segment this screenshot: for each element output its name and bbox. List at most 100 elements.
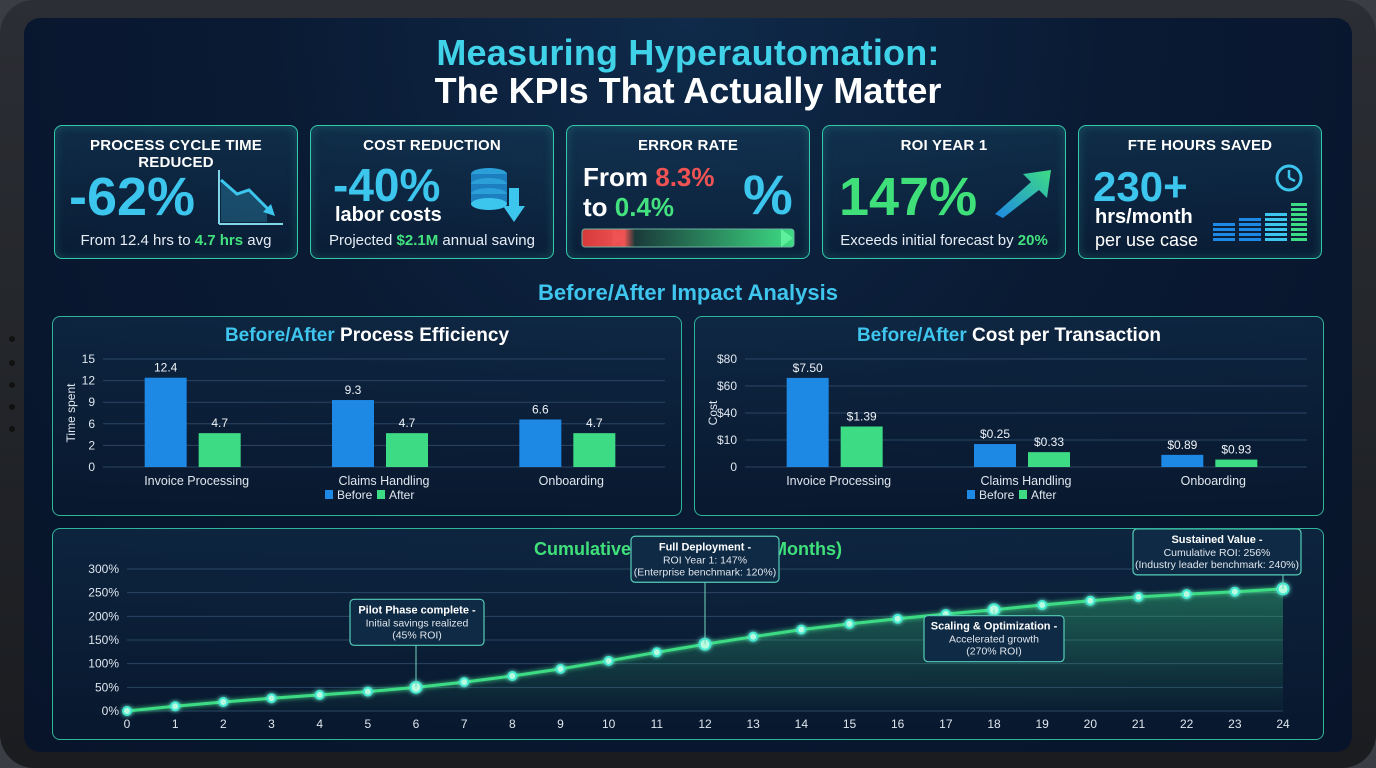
roi-data-point xyxy=(1133,591,1144,602)
chart-title: Before/After Process Efficiency xyxy=(224,325,510,346)
efficiency-bar-after xyxy=(386,433,428,467)
annotation-line: (Industry leader benchmark: 240%) xyxy=(1135,559,1299,571)
kpi-value: -62% xyxy=(69,167,196,227)
roi-xtick-label: 5 xyxy=(364,717,371,731)
annotation-title: Pilot Phase complete - xyxy=(358,604,476,616)
kpi-sub1: hrs/month xyxy=(1095,206,1193,228)
roi-xtick-label: 18 xyxy=(987,717,1001,731)
kpi-title: COST REDUCTION xyxy=(363,137,501,154)
page-subtitle: The KPIs That Actually Matter xyxy=(434,70,942,111)
cost-per-transaction-panel: Before/After Cost per Transaction 0 $10 $4… xyxy=(694,316,1324,516)
roi-xtick-label: 21 xyxy=(1132,717,1146,731)
roi-growth-panel: Cumulative ROI Growth (24 Months) 0%50%1… xyxy=(52,528,1324,740)
efficiency-data-label: 12.4 xyxy=(154,361,178,375)
kpi-sub2: per use case xyxy=(1095,230,1199,250)
efficiency-ytick-label: 2 xyxy=(88,438,95,452)
efficiency-data-label: 4.7 xyxy=(399,416,416,430)
coin-stack-down-icon xyxy=(471,168,525,222)
cost-data-label: $7.50 xyxy=(793,361,823,375)
roi-xtick-label: 15 xyxy=(843,717,857,731)
cost-ytick-label: $10 xyxy=(717,433,737,447)
annotation-box xyxy=(630,535,780,583)
annotation-line: ROI Year 1: 147% xyxy=(663,554,747,566)
kpi-card-cycle-time: PROCESS CYCLE TIME REDUCED -62% From 12.… xyxy=(54,125,298,259)
kpi-subvalue: labor costs xyxy=(335,204,442,226)
annotation-title: Scaling & Optimization - xyxy=(931,621,1058,633)
efficiency-ytick-label: 12 xyxy=(82,374,96,388)
cost-bar-before xyxy=(974,444,1016,467)
roi-data-point xyxy=(651,647,662,658)
kpi-card-fte-hours: FTE HOURS SAVED 230+ hrs/month per use c… xyxy=(1078,125,1322,259)
efficiency-category-label: Invoice Processing xyxy=(144,474,249,488)
efficiency-ytick-label: 15 xyxy=(82,352,96,366)
arrow-up-right-icon xyxy=(995,170,1051,218)
roi-ytick-label: 0% xyxy=(102,704,120,718)
roi-ytick-label: 150% xyxy=(88,633,119,647)
roi-data-point xyxy=(122,706,132,716)
roi-xtick-label: 17 xyxy=(939,717,953,731)
chart-title: Before/After Cost per Transaction xyxy=(856,325,1162,346)
roi-ytick-label: 250% xyxy=(88,586,119,600)
efficiency-data-label: 4.7 xyxy=(586,416,603,430)
kpi-card-error-rate: ERROR RATE From 8.3% to 0.4% % xyxy=(566,125,810,259)
cost-per-transaction-chart: 0 $10 $40 $60 $80 Cost $7.50 $1.39 Invoice Proce… xyxy=(706,352,1307,502)
error-progress-marker xyxy=(612,229,625,247)
roi-data-point xyxy=(603,655,614,666)
cost-legend-label: Before xyxy=(979,488,1015,502)
kpi-card-roi-year-1: ROI YEAR 1 147% Exceeds initial forecast… xyxy=(822,125,1066,259)
annotation-line: (45% ROI) xyxy=(392,629,442,641)
roi-xtick-label: 10 xyxy=(602,717,616,731)
efficiency-ytick-label: 0 xyxy=(88,460,95,474)
cost-category-label: Onboarding xyxy=(1181,474,1246,488)
roi-xtick-label: 4 xyxy=(316,717,323,731)
cost-legend-label: After xyxy=(1031,488,1056,502)
roi-xtick-label: 13 xyxy=(746,717,760,731)
roi-xtick-label: 16 xyxy=(891,717,905,731)
efficiency-bar-before xyxy=(144,377,187,467)
roi-ytick-label: 50% xyxy=(95,680,119,694)
error-from-line: From 8.3% xyxy=(583,162,715,192)
cost-legend-swatch xyxy=(967,490,975,499)
efficiency-category-label: Claims Handling xyxy=(338,474,429,488)
section-title: Before/After Impact Analysis xyxy=(538,280,838,305)
annotation-title: Sustained Value - xyxy=(1171,534,1262,546)
roi-xtick-label: 6 xyxy=(413,717,420,731)
efficiency-legend-swatch xyxy=(377,490,385,499)
roi-data-point xyxy=(362,686,373,697)
roi-data-point xyxy=(1229,586,1240,597)
efficiency-data-label: 6.6 xyxy=(532,402,549,416)
roi-xtick-label: 7 xyxy=(461,717,468,731)
annotation-box xyxy=(349,598,485,646)
kpi-title: FTE HOURS SAVED xyxy=(1127,137,1273,154)
efficiency-bar-after xyxy=(198,433,241,467)
roi-data-point xyxy=(796,624,807,635)
process-efficiency-chart: 0 2 6 9 12 15 Time spent 12.4 4.7 Invoice Process… xyxy=(64,352,665,502)
cost-data-label: $0.89 xyxy=(1167,438,1197,452)
trend-down-chart-icon xyxy=(218,170,283,225)
roi-data-point xyxy=(844,618,855,629)
dashboard-screen: Measuring Hyperautomation: The KPIs That… xyxy=(24,18,1352,752)
cost-bar-before xyxy=(1161,454,1204,467)
roi-xtick-label: 12 xyxy=(698,717,712,731)
cost-data-label: $0.93 xyxy=(1221,443,1251,457)
side-button xyxy=(9,382,15,388)
roi-data-point xyxy=(218,697,229,708)
cost-ytick-label: $60 xyxy=(717,379,737,393)
error-to-line: to 0.4% xyxy=(583,192,675,222)
cost-ytick-label: $40 xyxy=(717,406,737,420)
roi-data-point xyxy=(1037,599,1048,610)
roi-xtick-label: 24 xyxy=(1276,717,1290,731)
cost-data-label: $1.39 xyxy=(847,410,877,424)
side-button xyxy=(9,404,15,410)
kpi-value: 147% xyxy=(839,167,978,227)
page-title: Measuring Hyperautomation: xyxy=(436,32,940,73)
cost-ytick-label: $80 xyxy=(717,352,737,366)
cost-legend-swatch xyxy=(1019,490,1027,499)
cost-category-label: Invoice Processing xyxy=(786,474,891,488)
roi-xtick-label: 1 xyxy=(172,717,179,731)
kpi-title: ERROR RATE xyxy=(637,137,739,154)
efficiency-category-label: Onboarding xyxy=(539,474,604,488)
annotation-line: Initial savings realized xyxy=(366,617,469,629)
kpi-footer: Projected $2.1M annual saving xyxy=(329,232,535,249)
roi-xtick-label: 0 xyxy=(124,717,131,731)
